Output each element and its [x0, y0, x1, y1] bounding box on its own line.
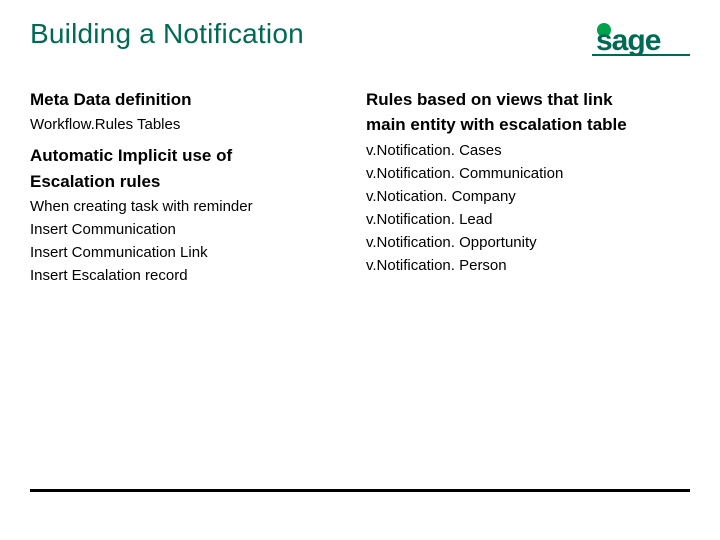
left-heading-2b: Escalation rules [30, 171, 330, 192]
list-item: Insert Communication Link [30, 242, 330, 263]
list-item: Insert Communication [30, 219, 330, 240]
svg-text:sage: sage [596, 24, 661, 56]
left-sub-1: Workflow.Rules Tables [30, 114, 330, 135]
page-title: Building a Notification [30, 18, 304, 50]
content-columns: Meta Data definition Workflow.Rules Tabl… [30, 89, 690, 288]
sage-logo: sage [592, 20, 690, 61]
footer-rule [30, 489, 690, 492]
list-item: v.Notification. Opportunity [366, 232, 690, 253]
slide: Building a Notification sage Meta Data d… [0, 0, 720, 540]
left-heading-2a: Automatic Implicit use of [30, 145, 330, 166]
right-column: Rules based on views that link main enti… [366, 89, 690, 288]
list-item: v.Notification. Person [366, 255, 690, 276]
list-item: v.Notification. Cases [366, 140, 690, 161]
left-column: Meta Data definition Workflow.Rules Tabl… [30, 89, 330, 288]
list-item: v.Notification. Communication [366, 163, 690, 184]
list-item: Insert Escalation record [30, 265, 330, 286]
list-item: When creating task with reminder [30, 196, 330, 217]
list-item: v.Notification. Lead [366, 209, 690, 230]
list-item: v.Notication. Company [366, 186, 690, 207]
left-heading-1: Meta Data definition [30, 89, 330, 110]
sage-logo-icon: sage [592, 20, 690, 56]
header: Building a Notification sage [30, 18, 690, 61]
right-heading-1a: Rules based on views that link [366, 89, 690, 110]
right-heading-1b: main entity with escalation table [366, 114, 690, 135]
